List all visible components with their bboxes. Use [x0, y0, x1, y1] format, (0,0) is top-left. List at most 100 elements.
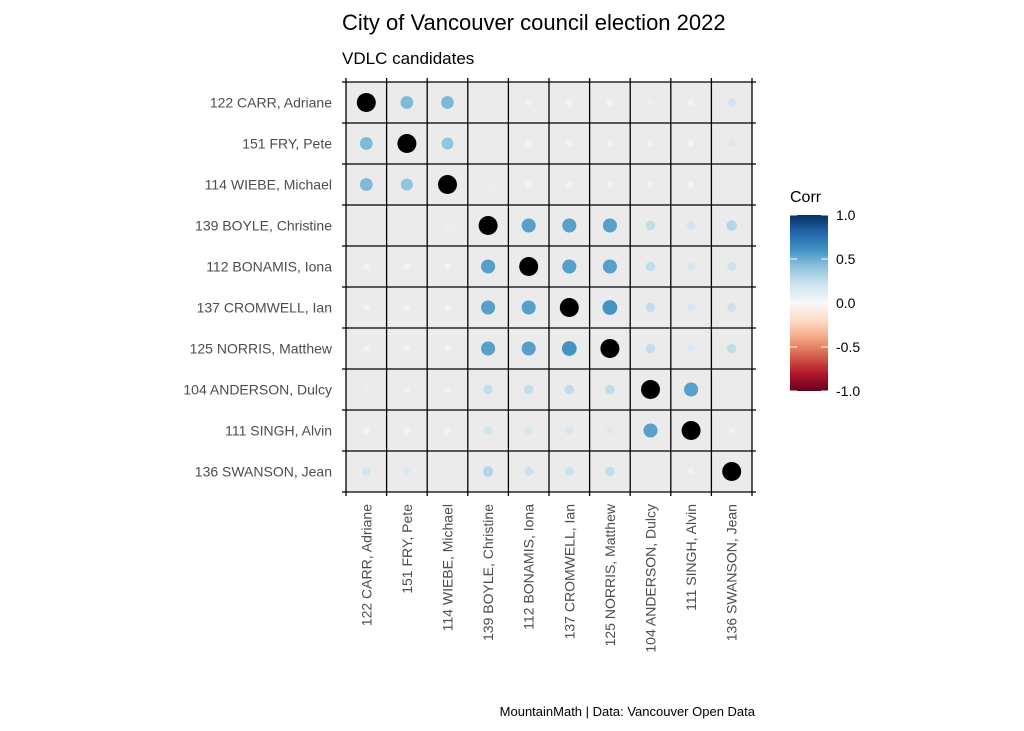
correlation-dot — [444, 427, 451, 434]
x-tick-label: 151 FRY, Pete — [399, 504, 415, 594]
correlation-dot — [605, 384, 615, 395]
correlation-dot — [363, 304, 370, 311]
correlation-dot — [481, 259, 496, 274]
correlation-dot — [687, 344, 695, 353]
correlation-dot — [363, 386, 370, 393]
y-tick-label: 137 CROMWELL, Ian — [197, 300, 332, 316]
correlation-dot — [643, 423, 658, 438]
correlation-dot — [363, 345, 370, 352]
correlation-dot — [645, 220, 656, 231]
x-tick-label: 122 CARR, Adriane — [358, 504, 374, 626]
legend-title: Corr — [790, 189, 822, 206]
correlation-dot — [444, 468, 451, 475]
x-tick-label: 125 NORRIS, Matthew — [602, 503, 618, 646]
y-tick-label: 114 WIEBE, Michael — [205, 177, 332, 193]
correlation-dot — [564, 467, 574, 476]
correlation-dot — [728, 386, 735, 393]
correlation-dot — [687, 303, 696, 312]
correlation-dot — [403, 467, 411, 476]
legend-tick-label: 1.0 — [836, 207, 856, 223]
correlation-dot — [363, 263, 370, 270]
correlation-dot — [647, 181, 654, 188]
correlation-dot — [444, 386, 451, 393]
correlation-dot — [606, 140, 614, 147]
correlation-dot — [687, 99, 695, 106]
correlation-dot — [397, 134, 417, 153]
correlation-dot — [363, 427, 370, 434]
correlation-dot — [681, 421, 701, 440]
correlation-dot — [562, 259, 577, 274]
correlation-dot — [484, 140, 492, 147]
correlation-dot — [521, 218, 536, 233]
x-tick-label: 137 CROMWELL, Ian — [561, 504, 577, 639]
correlation-dot — [403, 222, 411, 229]
correlation-dot — [519, 257, 539, 276]
correlation-dot — [359, 137, 373, 150]
legend-tick-label: 0.0 — [836, 295, 856, 311]
correlation-dot — [484, 181, 492, 188]
correlation-dot — [684, 382, 699, 397]
correlation-dot — [602, 300, 618, 315]
chart-caption: MountainMath | Data: Vancouver Open Data — [500, 704, 756, 719]
correlation-dot — [523, 384, 534, 395]
correlation-dot — [728, 181, 735, 188]
correlation-dot — [403, 263, 411, 270]
correlation-dot — [647, 468, 654, 475]
correlation-dot — [687, 262, 696, 271]
correlation-dot — [566, 181, 573, 188]
correlation-dot — [478, 216, 498, 235]
correlation-dot — [641, 380, 660, 399]
correlation-dot — [562, 218, 577, 233]
correlation-dot — [403, 386, 411, 393]
correlation-dot — [606, 181, 614, 188]
grid-lines — [342, 78, 756, 496]
correlation-dot — [602, 259, 617, 274]
correlation-dot — [483, 384, 493, 395]
y-axis-labels: 122 CARR, Adriane 151 FRY, Pete 114 WIEBE,… — [183, 95, 332, 480]
correlation-dot — [363, 222, 370, 229]
y-tick-label: 151 FRY, Pete — [242, 136, 332, 152]
x-tick-label: 139 BOYLE, Christine — [480, 504, 496, 641]
correlation-dot — [481, 341, 496, 356]
correlation-dot — [728, 427, 735, 434]
y-tick-label: 122 CARR, Adriane — [210, 95, 332, 111]
correlation-dot — [525, 181, 532, 188]
correlation-dot — [362, 467, 371, 476]
correlation-dot — [727, 262, 737, 271]
legend-ticks: 1.0 0.5 0.0 -0.5 -1.0 — [790, 207, 860, 399]
correlation-dot — [645, 343, 656, 354]
x-tick-label: 104 ANDERSON, Dulcy — [643, 504, 659, 653]
y-tick-label: 112 BONAMIS, Iona — [206, 259, 332, 275]
correlation-dot — [565, 426, 574, 435]
correlation-dot — [444, 345, 451, 352]
correlation-dot — [559, 298, 579, 317]
correlation-dot — [606, 99, 614, 106]
correlation-dot — [687, 181, 695, 188]
correlation-dot — [687, 468, 695, 475]
legend-tick-label: -1.0 — [836, 383, 860, 399]
correlation-dot — [400, 96, 414, 109]
correlation-dot — [726, 343, 737, 354]
correlation-dot — [403, 427, 411, 434]
correlation-dot — [728, 139, 736, 148]
correlation-dot — [441, 137, 454, 150]
correlation-dot — [566, 140, 573, 147]
correlation-dot — [602, 218, 617, 233]
correlation-dots — [356, 93, 742, 481]
correlation-dot — [722, 462, 742, 481]
correlation-dot — [444, 222, 451, 229]
correlation-dot — [645, 261, 656, 272]
legend-tick-label: -0.5 — [836, 339, 860, 355]
correlation-dot — [686, 221, 696, 230]
y-tick-label: 111 SINGH, Alvin — [225, 423, 332, 439]
correlation-dot — [525, 140, 532, 147]
correlation-dot — [647, 99, 654, 106]
chart-subtitle: VDLC candidates — [342, 49, 474, 68]
correlation-dot — [561, 341, 577, 356]
correlation-dot — [403, 304, 411, 311]
correlation-dot — [484, 99, 492, 106]
correlation-dot — [605, 466, 615, 477]
correlation-dot — [481, 300, 496, 315]
correlation-dot — [566, 99, 573, 106]
